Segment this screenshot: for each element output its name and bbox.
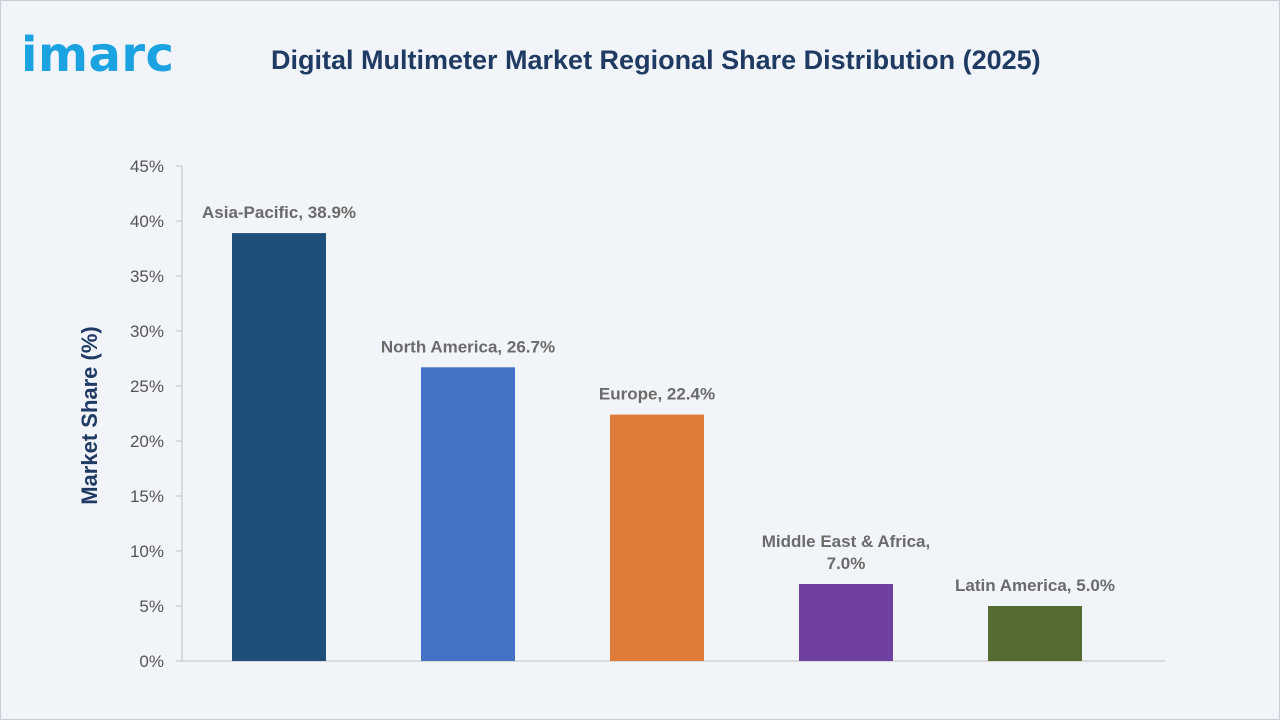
chart-title: Digital Multimeter Market Regional Share… (271, 45, 1041, 75)
bar-north-america (421, 367, 515, 661)
y-tick-label: 25% (130, 377, 164, 396)
bar-asia-pacific (232, 233, 326, 661)
data-label: Asia-Pacific, 38.9% (202, 203, 356, 222)
data-label: Middle East & Africa, (762, 532, 930, 551)
bar-latin-america (988, 606, 1082, 661)
imarc-logo: imarc (21, 27, 175, 83)
data-label: Europe, 22.4% (599, 385, 715, 404)
y-tick-label: 15% (130, 487, 164, 506)
y-tick-label: 30% (130, 322, 164, 341)
y-tick-label: 40% (130, 212, 164, 231)
data-label: North America, 26.7% (381, 337, 555, 356)
y-tick-label: 45% (130, 157, 164, 176)
data-label: Latin America, 5.0% (955, 576, 1115, 595)
y-tick-label: 20% (130, 432, 164, 451)
y-tick-label: 5% (139, 597, 164, 616)
y-tick-label: 10% (130, 542, 164, 561)
bar-europe (610, 414, 704, 661)
y-axis-label: Market Share (%) (77, 326, 102, 505)
y-tick-label: 0% (139, 652, 164, 671)
bar-middle-east-africa (799, 584, 893, 661)
y-tick-label: 35% (130, 267, 164, 286)
data-label: 7.0% (827, 554, 866, 573)
